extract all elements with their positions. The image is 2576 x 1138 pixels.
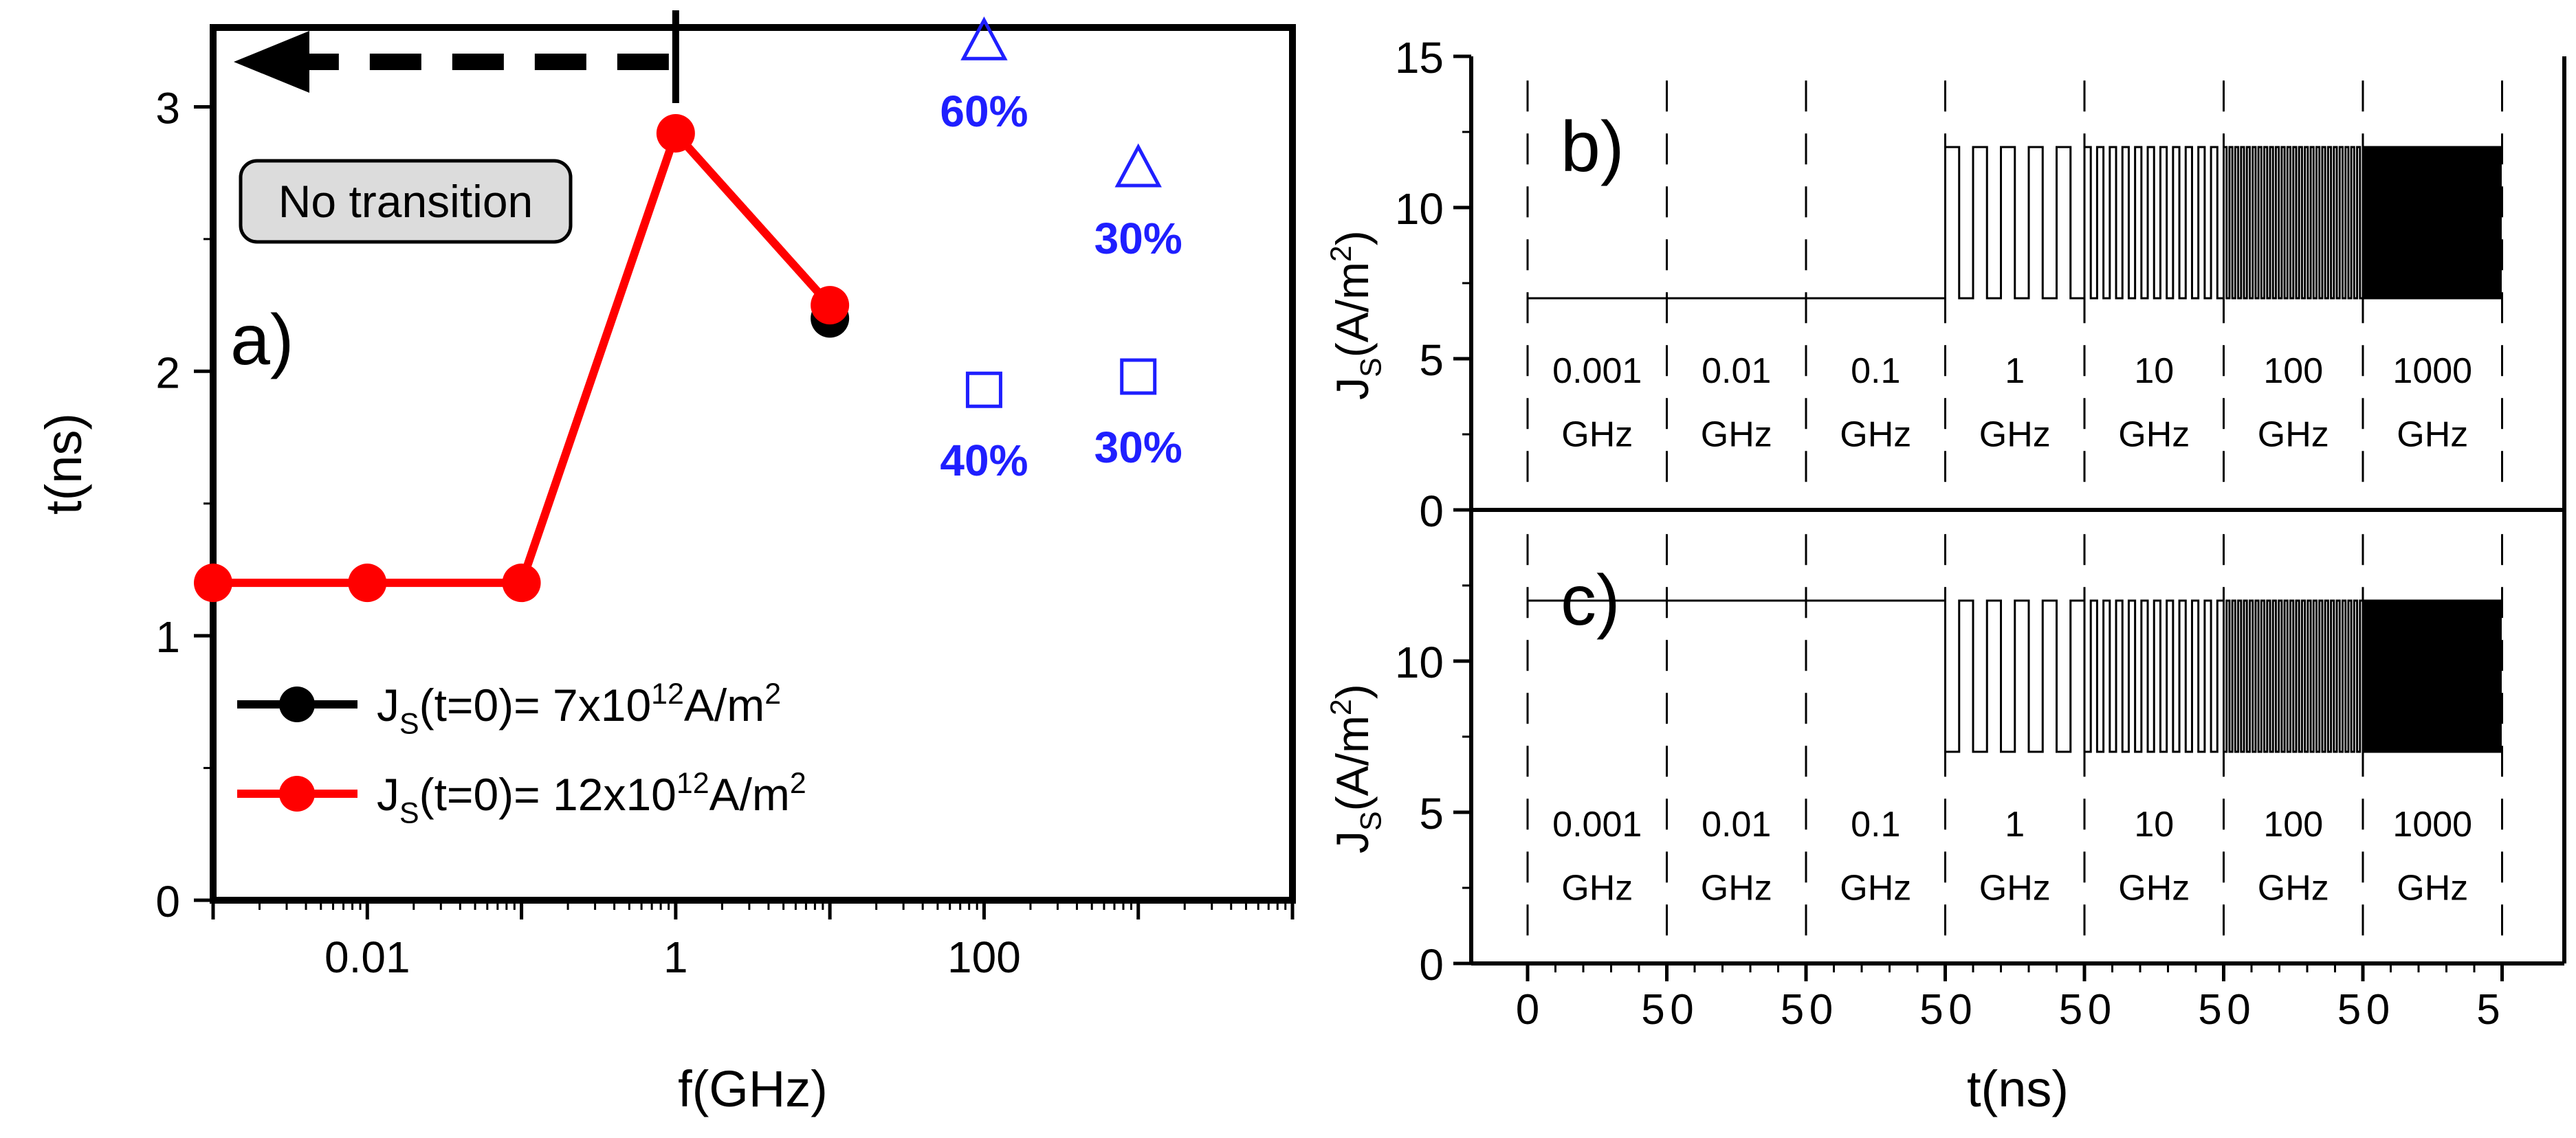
data-point-red xyxy=(656,113,695,153)
x-tick-label: 1 xyxy=(663,933,688,982)
no-transition-label: No transition xyxy=(278,176,533,227)
y-tick-label: 10 xyxy=(1395,638,1444,687)
x-tick-label: 0 xyxy=(1516,986,1539,1034)
panel-a: 0.01 1 100 0 1 2 3 f(GHz) t(ns) 60% 30% 40% 30% No tr… xyxy=(35,10,1296,1117)
x-tick-label: 5 xyxy=(2476,986,2500,1034)
y-axis-label-text: JS(A/m2) xyxy=(1325,230,1388,400)
marker-label: 30% xyxy=(1094,423,1182,472)
segment-unit: GHz xyxy=(1979,415,2051,455)
y-tick-label: 1 xyxy=(155,612,180,662)
segment-frequency: 1000 xyxy=(2392,805,2472,845)
segment-frequency: 0.01 xyxy=(1702,805,1771,845)
plot-frame xyxy=(210,24,1296,904)
x-tick-label: 0 xyxy=(1670,986,1693,1034)
segment-unit: GHz xyxy=(1701,869,1772,908)
y-axis-label-text: JS(A/m2) xyxy=(1325,684,1388,854)
square-marker xyxy=(965,371,1002,408)
segment-unit: GHz xyxy=(2397,869,2468,908)
arrow-head xyxy=(234,31,309,93)
triangle-marker xyxy=(1114,143,1162,188)
data-point-red xyxy=(194,564,232,603)
segment-frequency: 1 xyxy=(2005,351,2025,391)
square-marker xyxy=(1120,358,1157,395)
x-tick-label: 0 xyxy=(1948,986,1972,1034)
segment-unit: GHz xyxy=(2118,415,2190,455)
x-axis-label: f(GHz) xyxy=(678,1060,828,1117)
segment-unit: GHz xyxy=(1561,869,1633,908)
segment-unit: GHz xyxy=(1561,415,1633,455)
data-point-red xyxy=(348,564,387,603)
y-tick-label: 15 xyxy=(1395,33,1444,82)
segment-frequency: 1 xyxy=(2005,805,2025,845)
data-point-red xyxy=(502,564,541,603)
panel-b: 0 5 10 15 JS(A/m2) 0.001 GHz 0.01 GHz 0.1 GHz 1 GHz 1… xyxy=(1325,33,2566,536)
triangle-marker xyxy=(960,16,1008,60)
marker-label: 60% xyxy=(940,87,1028,136)
segment-frequency: 0.1 xyxy=(1851,805,1900,845)
legend-label: JS(t=0)= 7x1012A/m2 xyxy=(377,678,781,741)
x-axis-label: t(ns) xyxy=(1967,1060,2069,1117)
segment-unit: GHz xyxy=(2258,869,2329,908)
current-waveform xyxy=(1528,599,2502,753)
segment-unit: GHz xyxy=(1840,869,1911,908)
segment-frequency: 10 xyxy=(2134,351,2174,391)
y-tick-label: 0 xyxy=(155,877,180,926)
segment-unit: GHz xyxy=(2397,415,2468,455)
y-tick-label: 5 xyxy=(1419,335,1444,385)
y-tick-label: 10 xyxy=(1395,184,1444,234)
segment-unit: GHz xyxy=(1979,869,2051,908)
y-tick-label: 3 xyxy=(155,83,180,133)
y-tick-label: 0 xyxy=(1419,487,1444,536)
y-axis-label: JS(A/m2) xyxy=(1325,684,1388,854)
current-waveform xyxy=(1528,146,2502,300)
x-tick-label: 5 xyxy=(1919,986,1943,1034)
x-tick-label: 0.01 xyxy=(324,933,410,982)
panel-c: 0510JS(A/m2)0.001GHz0.01GHz0.1GHz1GHz10G… xyxy=(1325,510,2566,1117)
x-tick-label: 5 xyxy=(1641,986,1664,1034)
marker-label: 30% xyxy=(1094,214,1182,263)
x-tick-label: 5 xyxy=(2337,986,2361,1034)
segment-unit: GHz xyxy=(1840,415,1911,455)
y-tick-label: 5 xyxy=(1419,789,1444,838)
panel-label-c: c) xyxy=(1561,561,1620,640)
x-tick-label: 0 xyxy=(2227,986,2250,1034)
data-point-red xyxy=(811,286,850,325)
segment-unit: GHz xyxy=(2118,869,2190,908)
x-tick-label: 0 xyxy=(1809,986,1833,1034)
x-tick-label: 0 xyxy=(2366,986,2390,1034)
segment-frequency: 0.1 xyxy=(1851,351,1900,391)
panel-label-b: b) xyxy=(1561,107,1624,187)
x-tick-label: 0 xyxy=(2088,986,2111,1034)
x-tick-label: 5 xyxy=(2059,986,2082,1034)
segment-frequency: 0.001 xyxy=(1552,805,1642,845)
y-tick-label: 0 xyxy=(1419,940,1444,990)
x-tick-label: 5 xyxy=(1781,986,1804,1034)
legend-marker xyxy=(279,776,315,812)
no-transition-box xyxy=(239,159,573,244)
segment-frequency: 100 xyxy=(2263,805,2323,845)
segment-frequency: 100 xyxy=(2263,351,2323,391)
y-tick-label: 2 xyxy=(155,348,180,397)
segment-frequency: 0.01 xyxy=(1702,351,1771,391)
segment-frequency: 1000 xyxy=(2392,351,2472,391)
segment-unit: GHz xyxy=(1701,415,1772,455)
marker-label: 40% xyxy=(940,436,1028,485)
legend-label: JS(t=0)= 12x1012A/m2 xyxy=(377,767,806,830)
legend-marker xyxy=(279,687,315,722)
panel-label-a: a) xyxy=(230,300,294,380)
segment-frequency: 0.001 xyxy=(1552,351,1642,391)
x-tick-label: 5 xyxy=(2198,986,2221,1034)
segment-unit: GHz xyxy=(2258,415,2329,455)
y-axis-label: t(ns) xyxy=(35,413,92,515)
segment-frequency: 10 xyxy=(2134,805,2174,845)
x-tick-label: 100 xyxy=(947,933,1021,982)
y-axis-label: JS(A/m2) xyxy=(1325,230,1388,400)
